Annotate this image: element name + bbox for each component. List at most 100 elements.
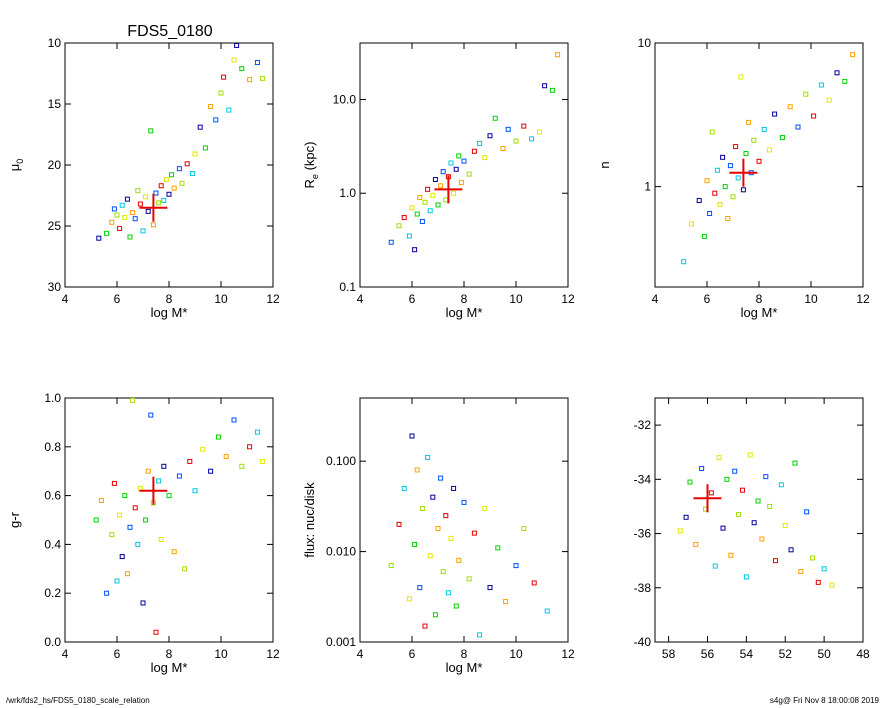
data-point [427,553,433,559]
y-tick-label: -38 [634,581,652,595]
data-point [200,446,206,452]
data-point [555,52,561,58]
panel-n: 4 6 8 10 12 1 10 log M* n [597,36,870,320]
data-point [445,590,451,596]
data-point [401,485,407,491]
x-tick-label: 8 [166,292,173,306]
data-point [443,197,449,203]
data-point [117,512,123,518]
x-tick-label: 8 [756,292,763,306]
data-point [104,590,110,596]
footer-stamp: s4g@ Fri Nov 8 18:00:08 2019 [769,696,879,705]
data-point [130,210,136,216]
data-point [809,555,815,561]
data-point [166,191,172,197]
x-tick-label: 6 [409,292,416,306]
data-point [176,473,182,479]
x-tick-label: 54 [740,647,754,661]
y-tick-label: 0.2 [44,586,61,600]
data-point [406,233,412,239]
data-point [223,454,229,460]
data-point [438,475,444,481]
data-point [409,205,415,211]
data-point [458,180,464,186]
data-point [169,172,175,178]
data-point [189,171,195,177]
data-point [109,219,115,225]
data-point [477,140,483,146]
data-point [492,115,498,121]
data-point [401,215,407,221]
data-point [114,578,120,584]
data-point [140,600,146,606]
y-tick-label: 10 [638,36,652,50]
data-point [795,124,801,130]
data-point [145,208,151,214]
data-point [722,184,728,190]
x-tick-label: 4 [652,292,659,306]
data-point [767,503,773,509]
x-tick-label: 6 [409,647,416,661]
y-tick-label: 10.0 [333,92,357,106]
x-axis-label: log M* [151,305,188,320]
data-point [728,552,734,558]
y-tick-label: 0.100 [326,454,356,468]
data-point [699,465,705,471]
data-point [184,161,190,167]
data-point [153,629,159,635]
data-point [163,177,169,183]
data-point [829,582,835,588]
data-point [738,74,744,80]
data-point [687,479,693,485]
data-point [477,632,483,638]
data-point [743,151,749,157]
data-point [432,612,438,618]
x-tick-label: 10 [804,292,818,306]
data-point [735,175,741,181]
panel-pos: 58 56 54 52 50 48 -40 -38 -36 -34 -32 [634,397,870,661]
data-point [500,145,506,151]
footer-path: /wrk/fds2_hs/FDS5_0180_scale_relation [6,696,150,705]
data-point [208,103,214,109]
y-tick-label: 25 [48,219,62,233]
x-tick-label: 6 [114,647,121,661]
data-point [161,197,167,203]
data-point [425,454,431,460]
data-point [743,574,749,580]
data-point [111,206,117,212]
data-point [461,158,467,164]
data-point [677,528,683,534]
data-point [704,178,710,184]
data-point [821,566,827,572]
data-point [683,514,689,520]
x-tick-label: 10 [214,292,228,306]
data-point [143,194,149,200]
data-point [182,566,188,572]
x-tick-label: 4 [357,292,364,306]
data-point [759,536,765,542]
data-point [521,123,527,129]
data-point [218,90,224,96]
data-point [740,187,746,193]
data-point [778,482,784,488]
data-point [430,494,436,500]
data-point [396,521,402,527]
data-point [529,136,535,142]
x-tick-label: 12 [856,292,870,306]
data-point [127,234,133,240]
data-point [143,517,149,523]
data-point [440,569,446,575]
x-axis-label: log M* [151,660,188,675]
x-axis-label: log M* [741,305,778,320]
x-tick-label: 8 [461,292,468,306]
x-tick-label: 12 [561,647,575,661]
data-point [247,444,253,450]
data-point [130,397,136,403]
y-tick-label: 0.6 [44,489,61,503]
x-axis-label: log M* [446,305,483,320]
data-point [427,208,433,214]
data-point [826,97,832,103]
data-point [226,107,232,113]
data-point [111,480,117,486]
data-point [192,151,198,157]
